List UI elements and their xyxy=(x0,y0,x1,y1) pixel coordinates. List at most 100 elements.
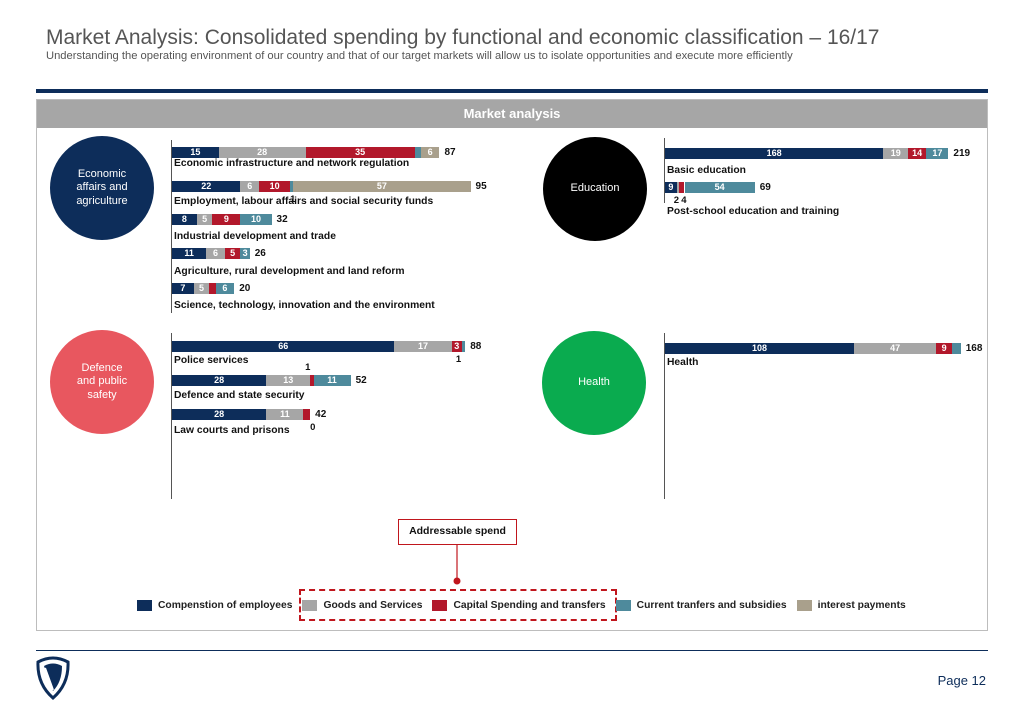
economic-row-label-1: Employment, labour affairs and social se… xyxy=(174,196,434,207)
education-total-1: 69 xyxy=(759,182,771,193)
defence-data-label-1-capital: 1 xyxy=(305,362,311,373)
education-data-label-1-capital: 4 xyxy=(681,195,687,206)
economic-bar-0-compensation: 15 xyxy=(172,147,219,158)
legend-swatch-compensation xyxy=(137,600,152,611)
economic-total-1: 95 xyxy=(475,181,487,192)
education-category-circle: Education xyxy=(543,137,647,241)
health-axis xyxy=(664,333,665,499)
defence-total-1: 52 xyxy=(355,375,367,386)
education-total-0: 219 xyxy=(953,148,971,159)
defence-axis xyxy=(171,333,172,499)
legend-label-interest: interest payments xyxy=(817,600,906,611)
company-logo-icon xyxy=(36,656,70,700)
defence-data-label-2-current: 0 xyxy=(310,422,316,433)
legend-swatch-current xyxy=(615,600,631,611)
economic-bar-0-current xyxy=(414,147,421,158)
education-bar-1-current: 54 xyxy=(684,182,755,193)
education-axis xyxy=(664,138,665,203)
defence-bar-0-capital: 3 xyxy=(451,341,462,352)
economic-bar-1-compensation: 22 xyxy=(172,181,241,192)
economic-bar-2-compensation: 8 xyxy=(172,214,197,225)
defence-row-label-0: Police services xyxy=(174,355,249,366)
economic-bar-4-goods: 5 xyxy=(193,283,210,294)
economic-bar-1-current xyxy=(290,181,294,192)
defence-total-0: 88 xyxy=(470,341,482,352)
economic-bar-4-capital xyxy=(209,283,216,294)
economic-bar-2-capital: 9 xyxy=(212,214,241,225)
health-total-0: 168 xyxy=(965,343,983,354)
defence-bar-2-compensation: 28 xyxy=(172,409,267,420)
market-analysis-panel: Market analysis xyxy=(36,99,988,631)
header-divider xyxy=(36,89,988,93)
page-title: Market Analysis: Consolidated spending b… xyxy=(46,26,880,49)
education-bar-1-goods xyxy=(676,182,680,193)
economic-total-3: 26 xyxy=(254,248,266,259)
legend-item-goods: Goods and Services xyxy=(302,600,422,611)
economic-bar-3-current: 3 xyxy=(240,248,250,259)
legend-label-compensation: Compenstion of employees xyxy=(158,600,293,611)
panel-title: Market analysis xyxy=(37,100,987,128)
legend-item-interest: interest payments xyxy=(796,600,906,611)
economic-bar-4-compensation: 7 xyxy=(172,283,194,294)
defence-bar-0-goods: 17 xyxy=(394,341,452,352)
economic-bar-3-compensation: 11 xyxy=(172,248,207,259)
legend-label-goods: Goods and Services xyxy=(323,600,423,611)
callout-connector xyxy=(453,545,461,585)
legend-label-current: Current tranfers and subsidies xyxy=(636,600,787,611)
legend-swatch-goods xyxy=(302,600,318,611)
legend-item-capital: Capital Spending and transfers xyxy=(432,600,606,611)
economic-data-label-1-current: 1 xyxy=(290,194,296,205)
education-bar-0-current: 17 xyxy=(926,148,949,159)
education-bar-1-compensation: 9 xyxy=(665,182,677,193)
defence-bar-0-current xyxy=(461,341,466,352)
education-row-label-0: Basic education xyxy=(667,165,746,176)
economic-total-2: 32 xyxy=(276,214,288,225)
economic-total-0: 87 xyxy=(444,147,456,158)
economic-row-label-3: Agriculture, rural development and land … xyxy=(174,266,405,277)
education-bar-0-capital: 14 xyxy=(908,148,927,159)
defence-row-label-2: Law courts and prisons xyxy=(174,425,290,436)
defence-bar-2-capital xyxy=(303,409,311,420)
defence-bar-1-compensation: 28 xyxy=(172,375,267,386)
page-subtitle: Understanding the operating environment … xyxy=(46,50,793,62)
health-bar-0-capital: 9 xyxy=(936,343,952,354)
defence-category-circle: Defence and public safety xyxy=(50,330,154,434)
addressable-spend-callout: Addressable spend xyxy=(398,519,517,545)
economic-row-label-4: Science, technology, innovation and the … xyxy=(174,300,435,311)
education-row-label-1: Post-school education and training xyxy=(667,206,840,217)
economic-axis xyxy=(171,140,172,313)
health-category-circle: Health xyxy=(542,331,646,435)
economic-row-label-0: Economic infrastructure and network regu… xyxy=(174,158,410,169)
legend-swatch-capital xyxy=(432,600,448,611)
economic-bar-2-current: 10 xyxy=(240,214,272,225)
economic-bar-1-goods: 6 xyxy=(240,181,260,192)
economic-bar-3-capital: 5 xyxy=(224,248,241,259)
education-data-label-1-goods: 2 xyxy=(673,195,679,206)
defence-row-label-1: Defence and state security xyxy=(174,390,305,401)
defence-total-2: 42 xyxy=(315,409,327,420)
economic-bar-0-capital: 35 xyxy=(305,147,415,158)
economic-bar-0-interest: 6 xyxy=(420,147,440,158)
defence-bar-1-current: 11 xyxy=(313,375,351,386)
legend-label-capital: Capital Spending and transfers xyxy=(453,600,606,611)
page-number: Page 12 xyxy=(937,673,986,688)
footer-divider xyxy=(36,650,988,651)
health-bar-0-current xyxy=(952,343,961,354)
economic-bar-1-capital: 10 xyxy=(259,181,291,192)
defence-bar-2-goods: 11 xyxy=(266,409,304,420)
economic-total-4: 20 xyxy=(239,283,251,294)
health-bar-0-goods: 47 xyxy=(854,343,937,354)
defence-bar-1-goods: 13 xyxy=(266,375,311,386)
economic-row-label-2: Industrial development and trade xyxy=(174,231,336,242)
economic-bar-0-goods: 28 xyxy=(218,147,306,158)
economic-bar-1-interest: 57 xyxy=(293,181,471,192)
defence-data-label-0-current: 1 xyxy=(455,354,462,365)
education-bar-0-goods: 19 xyxy=(883,148,909,159)
defence-bar-1-capital xyxy=(310,375,314,386)
education-bar-1-capital xyxy=(679,182,685,193)
chart-legend: Compenstion of employees Goods and Servic… xyxy=(137,600,916,611)
health-bar-0-compensation: 108 xyxy=(665,343,854,354)
legend-item-compensation: Compenstion of employees xyxy=(137,600,292,611)
economic-bar-4-current: 6 xyxy=(215,283,235,294)
legend-item-current: Current tranfers and subsidies xyxy=(615,600,787,611)
